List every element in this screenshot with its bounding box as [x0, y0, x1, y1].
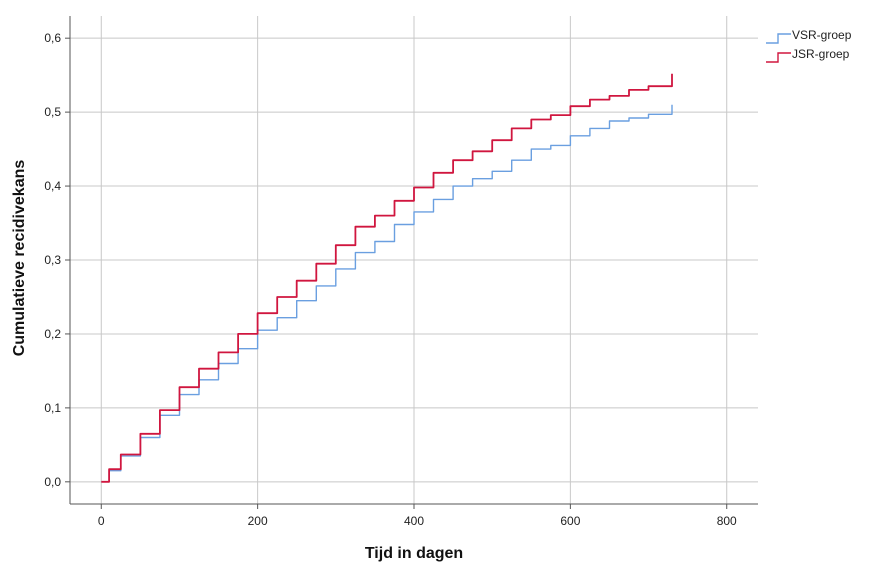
x-tick-label: 600 [560, 514, 580, 528]
plot-area: 0 200 400 600 800 0,0 0,1 0,2 0,3 0,4 0,5 0,6 [44, 16, 758, 528]
y-tick-label: 0,2 [44, 327, 61, 341]
x-tick-label: 200 [248, 514, 268, 528]
legend-label: JSR-groep [792, 47, 850, 61]
y-tick-label: 0,5 [44, 105, 61, 119]
series-layer [101, 73, 673, 483]
legend-item: JSR-groep [766, 47, 850, 63]
legend-swatch [766, 33, 791, 44]
y-tick-label: 0,3 [44, 253, 61, 267]
legend-item: VSR-groep [766, 28, 852, 44]
series-line-jsr-groep [101, 73, 673, 483]
y-ticks: 0,0 0,1 0,2 0,3 0,4 0,5 0,6 [44, 31, 70, 489]
y-tick-label: 0,4 [44, 179, 61, 193]
y-tick-label: 0,1 [44, 401, 61, 415]
y-tick-label: 0,0 [44, 475, 61, 489]
legend-swatch [766, 52, 791, 63]
x-tick-label: 400 [404, 514, 424, 528]
y-axis-title: Cumulatieve recidivekans [11, 160, 28, 357]
x-ticks: 0 200 400 600 800 [98, 504, 737, 528]
legend: VSR-groep JSR-groep [766, 28, 852, 63]
x-tick-label: 800 [717, 514, 737, 528]
y-tick-label: 0,6 [44, 31, 61, 45]
legend-label: VSR-groep [792, 28, 852, 42]
gridlines [70, 16, 758, 504]
x-tick-label: 0 [98, 514, 105, 528]
x-axis-title: Tijd in dagen [365, 545, 463, 562]
